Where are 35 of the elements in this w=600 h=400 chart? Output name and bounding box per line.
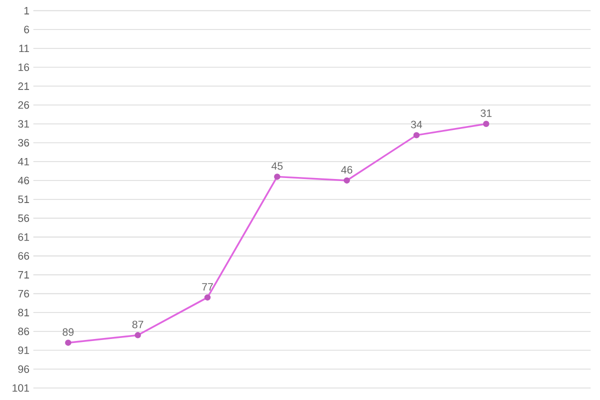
point <box>65 340 72 346</box>
point <box>204 294 211 301</box>
y-tick-label: 101 <box>12 384 30 392</box>
point <box>413 132 420 138</box>
y-tick-label: 6 <box>24 26 30 34</box>
data-label: 87 <box>132 320 144 328</box>
y-tick-label: 16 <box>18 64 30 72</box>
y-tick-label: 56 <box>18 214 30 222</box>
data-label: 46 <box>341 166 352 174</box>
y-tick-label: 86 <box>18 328 30 336</box>
y-tick-label: 1 <box>24 7 30 14</box>
data-label: 77 <box>202 283 213 291</box>
y-tick-label: 76 <box>18 290 30 298</box>
point <box>134 332 141 338</box>
data-label: 31 <box>480 109 492 117</box>
point <box>483 120 490 127</box>
data-label: 34 <box>410 120 422 128</box>
data-label: 45 <box>272 162 283 170</box>
point <box>274 174 280 180</box>
y-tick-label: 46 <box>18 176 30 184</box>
y-tick-label: 61 <box>18 233 30 241</box>
y-tick-label: 96 <box>18 365 30 373</box>
y-tick-label: 31 <box>18 120 30 128</box>
y-tick-label: 36 <box>18 138 30 146</box>
point <box>344 177 350 184</box>
y-tick-label: 91 <box>18 346 30 354</box>
y-tick-label: 51 <box>18 196 30 204</box>
y-tick-label: 21 <box>18 82 30 90</box>
y-tick-label: 41 <box>18 158 30 166</box>
y-tick-label: 66 <box>18 252 30 260</box>
y-tick-label: 26 <box>18 101 30 109</box>
y-tick-label: 81 <box>18 308 30 316</box>
data-label: 89 <box>62 328 74 336</box>
y-tick-label: 71 <box>18 271 30 278</box>
y-tick-label: 11 <box>19 44 30 52</box>
